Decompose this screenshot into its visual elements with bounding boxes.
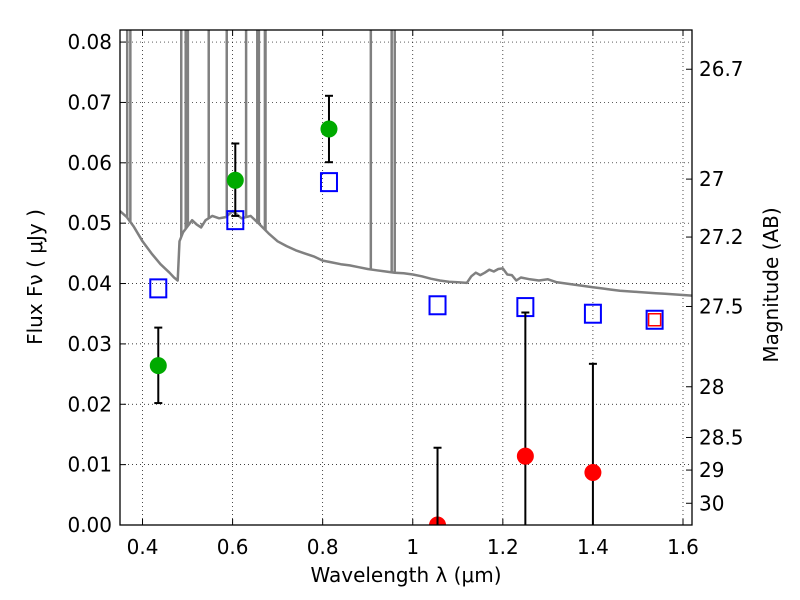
x-tick-label: 1.4 (577, 535, 609, 559)
y-tick-label: 0.04 (67, 272, 112, 296)
y-tick-label: 0.03 (67, 332, 112, 356)
y-tick-label: 0.08 (67, 30, 112, 54)
x-tick-label: 1.6 (667, 535, 699, 559)
y-tick-label: 0.07 (67, 90, 112, 114)
y2-tick-label: 29 (699, 458, 724, 482)
y2-tick-label: 27 (699, 167, 724, 191)
y2-tick-label: 27.5 (699, 294, 744, 318)
detection-point (226, 171, 244, 189)
y2-axis-label: Magnitude (AB) (759, 207, 783, 362)
y-tick-label: 0.06 (67, 151, 112, 175)
y-axis-label: Flux Fν ( μJy ) (23, 209, 47, 345)
model-square-point (149, 278, 168, 299)
y2-tick-label: 30 (699, 491, 724, 515)
x-tick-label: 1 (406, 535, 419, 559)
x-tick-label: 0.4 (127, 535, 159, 559)
y2-tick-label: 28.5 (699, 425, 744, 449)
axes: 0.4 0.6 0.8 1 1.2 1.4 1.6 0.00 0.01 0.02 0.03 0.04 0… (67, 30, 744, 559)
x-tick-label: 0.8 (307, 535, 339, 559)
x-tick-label: 1.2 (487, 535, 519, 559)
y-tick-label: 0.00 (67, 513, 112, 537)
model-square-point (319, 172, 338, 193)
plot-area (120, 30, 692, 525)
spectrum-line (120, 209, 692, 297)
model-square-point (583, 303, 602, 324)
x-tick-label: 0.6 (217, 535, 249, 559)
nondetection-point (516, 447, 534, 465)
y-tick-label: 0.01 (67, 453, 112, 477)
detection-point (320, 120, 338, 138)
model-square-point (428, 295, 447, 316)
model-square-point (645, 309, 664, 330)
y2-tick-label: 28 (699, 375, 724, 399)
y-tick-label: 0.02 (67, 392, 112, 416)
y-tick-label: 0.05 (67, 211, 112, 235)
y2-tick-label: 26.7 (699, 57, 744, 81)
errorbars-unclipped (149, 94, 602, 525)
x-axis-label: Wavelength λ (μm) (310, 563, 501, 587)
red-square-point (647, 313, 662, 327)
nondetection-point (584, 463, 602, 481)
y2-tick-label: 27.2 (699, 225, 744, 249)
detection-point (149, 357, 167, 375)
plot-frame (119, 29, 693, 526)
